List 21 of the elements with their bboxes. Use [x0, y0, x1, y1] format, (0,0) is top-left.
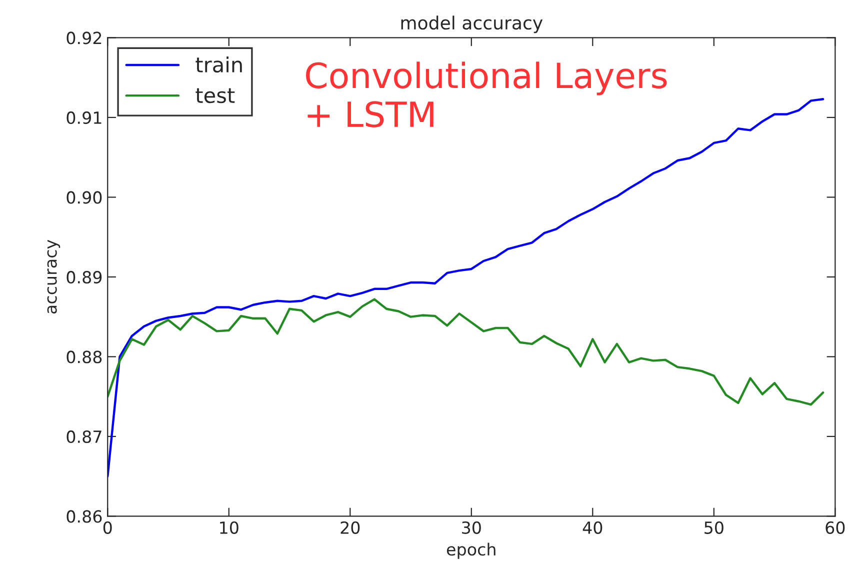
y-tick-label: 0.91 — [66, 111, 102, 124]
x-tick-label: 60 — [826, 521, 845, 534]
y-tick-label: 0.87 — [66, 430, 102, 444]
chart-title: model accuracy — [401, 16, 543, 34]
x-tick-label: 0 — [103, 521, 112, 534]
x-tick-label: 10 — [220, 521, 238, 534]
legend-label: test — [196, 88, 235, 104]
x-tick-label: 40 — [582, 521, 602, 534]
line-series — [108, 298, 824, 406]
y-tick-label: 0.88 — [66, 350, 102, 364]
y-tick-label: 0.86 — [66, 510, 102, 523]
x-tick-label: 20 — [340, 521, 360, 534]
y-tick-label: 0.89 — [66, 270, 102, 284]
y-tick-label: 0.92 — [66, 32, 102, 44]
x-axis-title: epoch — [446, 542, 496, 559]
y-axis-title: accuracy — [47, 240, 60, 314]
x-tick-label: 30 — [462, 521, 481, 534]
y-tick-label: 0.90 — [66, 191, 102, 204]
legend-label: train — [196, 56, 242, 73]
x-tick-label: 50 — [704, 521, 724, 534]
annotation: Convolutional Layers + LSTM — [306, 62, 667, 128]
